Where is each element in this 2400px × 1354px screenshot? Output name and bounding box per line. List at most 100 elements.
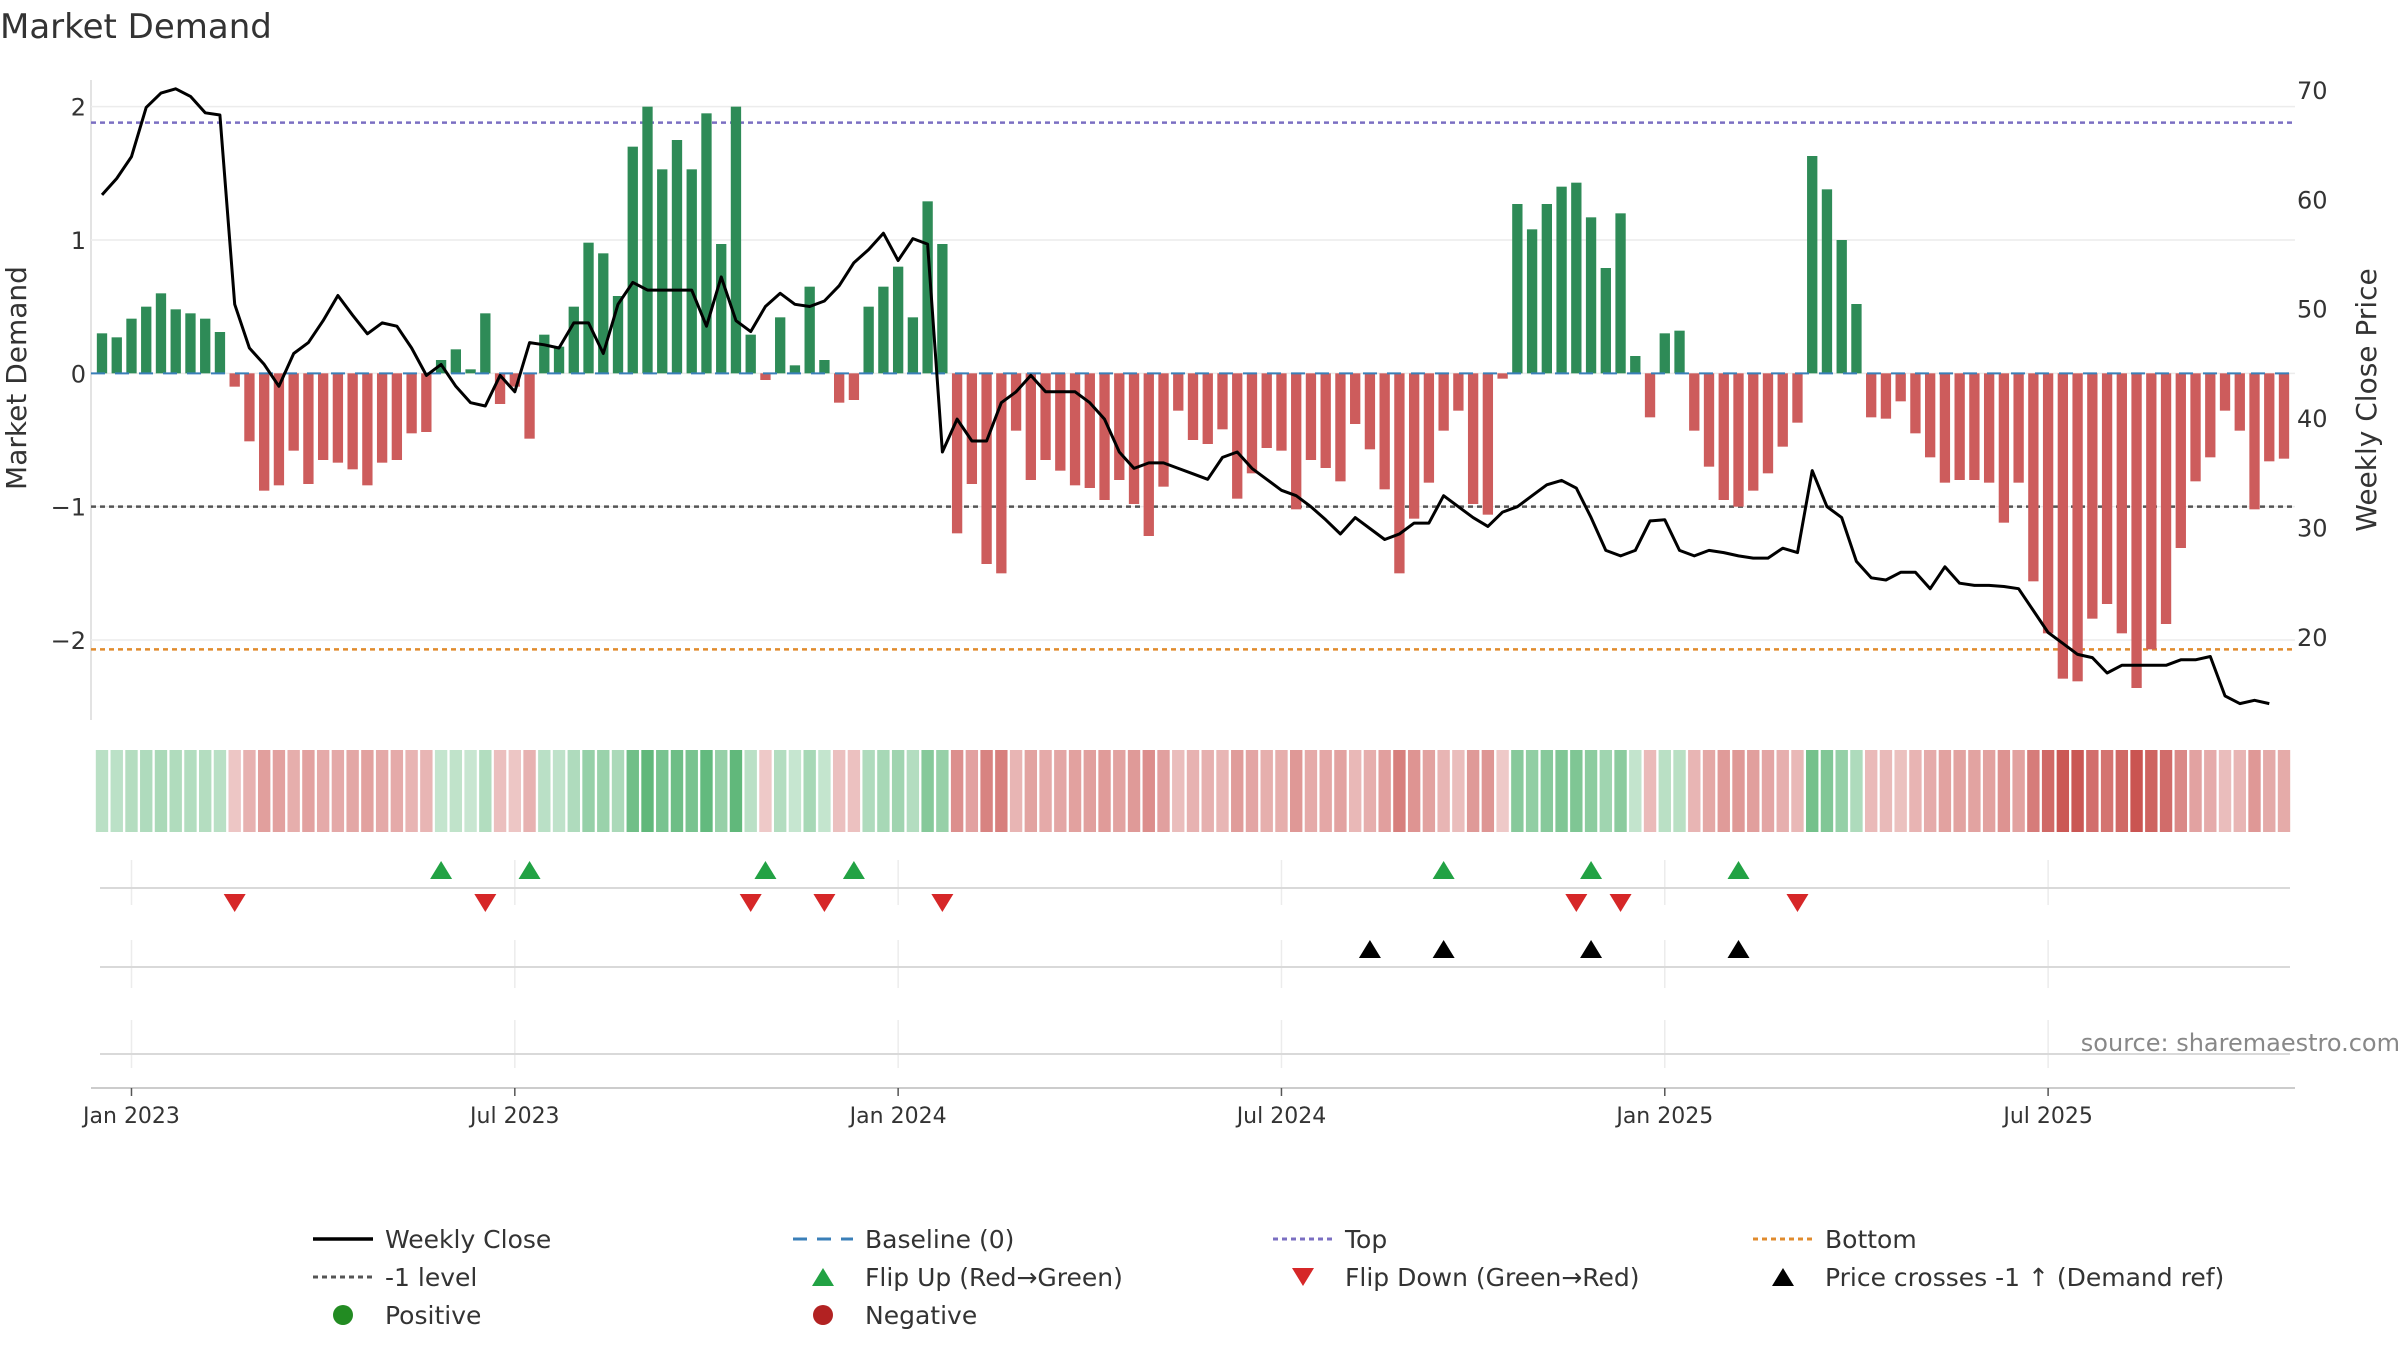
demand-bar-99 <box>1556 186 1567 374</box>
heat-cell-100 <box>1570 750 1583 832</box>
demand-bar-44 <box>745 334 756 374</box>
heat-cell-77 <box>1231 750 1244 832</box>
demand-bar-81 <box>1291 373 1302 510</box>
demand-bar-125 <box>1939 373 1951 483</box>
heat-cell-127 <box>1968 750 1981 832</box>
demand-bar-54 <box>892 266 904 374</box>
heat-cell-33 <box>582 750 595 832</box>
heat-cell-114 <box>1776 750 1789 832</box>
heat-cell-90 <box>1422 750 1436 832</box>
price-cross-marker-1 <box>1432 940 1455 958</box>
demand-bar-33 <box>583 242 594 374</box>
heat-cell-143 <box>2204 750 2217 832</box>
demand-bar-61 <box>996 373 1007 574</box>
demand-bar-51 <box>848 373 860 400</box>
heat-cell-117 <box>1820 750 1834 832</box>
flip-up-marker-3 <box>842 861 865 879</box>
heat-cell-18 <box>361 750 374 832</box>
y-axis-right-ticks: 70 60 50 40 30 20 <box>2297 77 2328 652</box>
heat-cell-139 <box>2145 750 2158 832</box>
heat-cell-2 <box>125 750 138 832</box>
heat-cell-10 <box>243 750 256 832</box>
legend-label-6: Flip Down (Green→Red) <box>1345 1263 1640 1292</box>
heat-cell-29 <box>523 750 536 832</box>
demand-bar-13 <box>288 373 299 451</box>
heat-cell-75 <box>1201 750 1214 832</box>
demand-bar-146 <box>2249 373 2260 510</box>
x-tick-label-3: Jul 2024 <box>1235 1104 1327 1129</box>
heat-cell-36 <box>626 750 639 832</box>
heat-cell-125 <box>1938 750 1952 832</box>
legend-label-4: -1 level <box>385 1263 477 1292</box>
heat-cell-130 <box>2012 750 2025 832</box>
demand-bar-85 <box>1350 373 1361 424</box>
demand-bar-94 <box>1482 373 1494 515</box>
heat-cell-4 <box>154 750 168 832</box>
demand-bar-59 <box>966 373 978 484</box>
y-axis-right-label: Weekly Close Price <box>2350 268 2383 531</box>
demand-bar-64 <box>1040 373 1051 460</box>
y-left-tick-2: 0 <box>71 360 86 388</box>
heat-cell-68 <box>1098 750 1111 832</box>
demand-bar-48 <box>804 286 815 374</box>
flip-down-marker-5 <box>1565 894 1588 912</box>
heat-cell-148 <box>2277 750 2291 832</box>
y-left-tick-4: −2 <box>51 627 86 655</box>
y-left-tick-1: 1 <box>71 227 86 255</box>
heat-cell-47 <box>788 750 802 832</box>
heat-cell-42 <box>715 750 728 832</box>
heat-cell-104 <box>1629 750 1642 832</box>
demand-bar-115 <box>1792 373 1803 423</box>
heat-cell-16 <box>331 750 345 832</box>
heat-cell-37 <box>641 750 654 832</box>
flip-down-marker-0 <box>223 894 246 912</box>
heat-cell-103 <box>1614 750 1627 832</box>
demand-bar-15 <box>317 373 329 460</box>
demand-bar-108 <box>1689 373 1700 431</box>
heat-cell-65 <box>1054 750 1067 832</box>
heat-cell-19 <box>375 750 389 832</box>
heat-cell-49 <box>818 750 831 832</box>
heat-cell-59 <box>965 750 979 832</box>
demand-bar-130 <box>2013 373 2024 483</box>
demand-bar-6 <box>185 313 196 374</box>
demand-bar-29 <box>524 373 535 439</box>
heat-cell-70 <box>1127 750 1141 832</box>
legend-swatch-8 <box>333 1305 353 1325</box>
demand-bar-124 <box>1925 373 1936 458</box>
heat-cell-118 <box>1835 750 1848 832</box>
demand-bar-78 <box>1246 373 1258 474</box>
x-tick-label-5: Jul 2025 <box>2001 1104 2093 1129</box>
demand-bar-3 <box>141 306 152 374</box>
demand-bar-9 <box>229 373 240 387</box>
demand-bar-91 <box>1438 373 1449 431</box>
heat-cell-135 <box>2086 750 2099 832</box>
demand-bar-79 <box>1261 373 1272 448</box>
demand-bar-131 <box>2028 373 2039 582</box>
demand-bar-25 <box>465 369 476 374</box>
heat-cell-44 <box>744 750 757 832</box>
demand-bar-129 <box>1998 373 2010 523</box>
demand-bar-134 <box>2072 373 2083 682</box>
heat-cell-78 <box>1245 750 1259 832</box>
demand-bar-114 <box>1777 373 1788 447</box>
y-axis-left-label: Market Demand <box>0 266 33 490</box>
heat-cell-41 <box>700 750 713 832</box>
demand-bar-117 <box>1821 189 1833 374</box>
demand-bar-102 <box>1600 268 1611 374</box>
heat-cell-28 <box>508 750 522 832</box>
demand-bar-63 <box>1025 373 1036 480</box>
heat-cell-5 <box>169 750 182 832</box>
demand-bar-109 <box>1703 373 1715 467</box>
demand-bar-118 <box>1836 240 1847 374</box>
demand-bar-53 <box>878 286 889 374</box>
heat-cell-97 <box>1525 750 1539 832</box>
demand-bar-41 <box>701 113 712 374</box>
demand-bar-21 <box>406 373 417 434</box>
demand-bar-104 <box>1630 356 1641 374</box>
demand-bar-37 <box>642 106 653 374</box>
heat-cell-57 <box>936 750 949 832</box>
heat-cell-64 <box>1039 750 1052 832</box>
heat-cell-80 <box>1275 750 1288 832</box>
